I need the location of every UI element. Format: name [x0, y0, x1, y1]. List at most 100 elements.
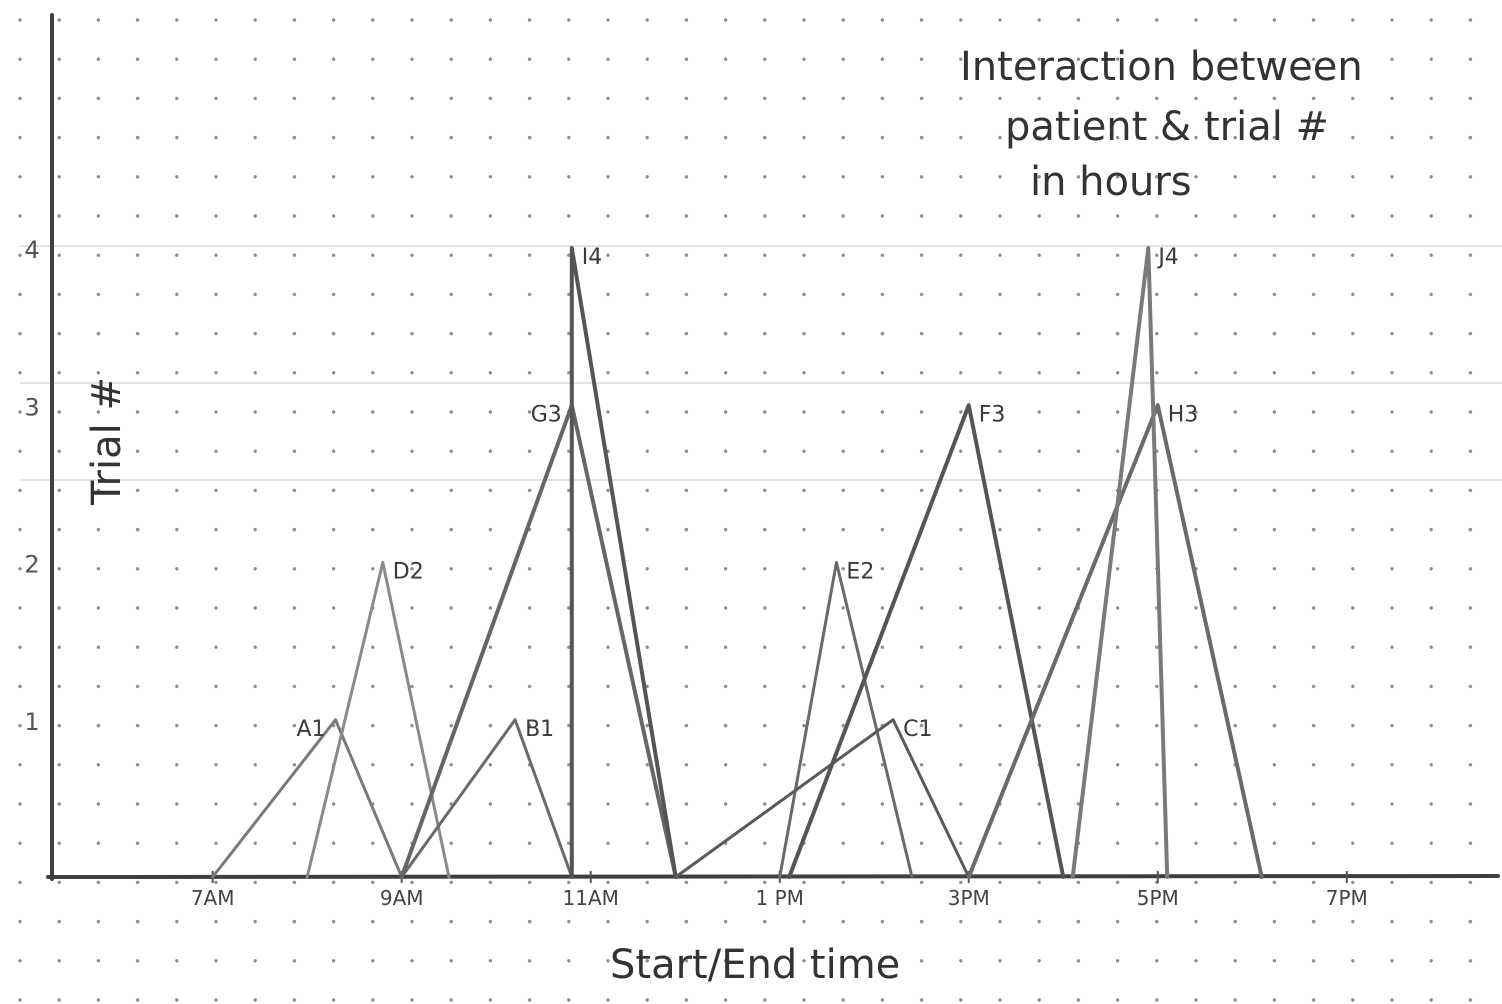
- grid-dot: [371, 763, 375, 767]
- grid-dot: [57, 96, 61, 101]
- grid-dot: [802, 410, 806, 414]
- grid-dot: [998, 175, 1002, 179]
- series-label-d2: D2: [393, 560, 424, 585]
- grid-dot: [723, 959, 728, 963]
- grid-dot: [1037, 998, 1041, 1002]
- grid-dot: [1351, 919, 1355, 924]
- grid-dot: [1429, 841, 1433, 845]
- grid-dot: [841, 18, 845, 22]
- grid-dot: [841, 880, 845, 885]
- grid-dot: [1194, 18, 1198, 22]
- grid-dot: [18, 802, 22, 806]
- grid-dot: [527, 606, 532, 610]
- grid-dot: [96, 253, 101, 257]
- grid-dot: [371, 880, 375, 885]
- grid-dot: [802, 645, 806, 649]
- grid-dot: [1272, 763, 1277, 767]
- grid-dot: [645, 449, 649, 453]
- grid-dot: [880, 96, 885, 101]
- grid-dot: [175, 998, 179, 1002]
- grid-dot: [214, 880, 218, 885]
- series-line-g3: [399, 403, 678, 879]
- grid-dot: [135, 567, 140, 571]
- grid-dot: [135, 410, 140, 414]
- grid-dot: [292, 331, 297, 336]
- grid-dot: [1429, 371, 1433, 375]
- grid-dot: [763, 371, 767, 375]
- grid-dot: [684, 723, 689, 728]
- grid-dot: [1155, 253, 1159, 257]
- grid-dot: [763, 96, 767, 101]
- grid-dot: [96, 18, 101, 22]
- grid-dot: [1390, 371, 1394, 375]
- grid-dot: [371, 331, 375, 336]
- grid-dot: [684, 841, 689, 845]
- grid-dot: [214, 18, 218, 22]
- grid-dot: [959, 135, 963, 140]
- grid-dot: [1429, 567, 1433, 571]
- grid-dot: [1037, 645, 1041, 649]
- series-line-b1: [400, 718, 574, 879]
- grid-dot: [135, 371, 140, 375]
- grid-dot: [880, 449, 885, 453]
- grid-dot: [606, 723, 610, 728]
- grid-dot: [1076, 292, 1081, 297]
- grid-dot: [175, 371, 179, 375]
- grid-dot: [1037, 841, 1041, 845]
- grid-dot: [527, 998, 532, 1002]
- grid-dot: [606, 527, 610, 532]
- grid-dot: [1155, 214, 1159, 218]
- grid-dot: [959, 214, 963, 218]
- grid-dot: [331, 18, 336, 22]
- grid-dot: [1233, 802, 1237, 806]
- grid-dot: [645, 488, 649, 493]
- grid-dot: [841, 96, 845, 101]
- grid-dot: [57, 292, 61, 297]
- series-line-c1: [674, 718, 971, 879]
- grid-dot: [1311, 606, 1316, 610]
- grid-dot: [802, 959, 806, 963]
- grid-dot: [1155, 96, 1159, 101]
- grid-dot: [606, 292, 610, 297]
- grid-dot: [1429, 527, 1433, 532]
- grid-dot: [841, 135, 845, 140]
- grid-dot: [567, 763, 571, 767]
- grid-dot: [253, 175, 257, 179]
- grid-dot: [135, 723, 140, 728]
- grid-dot: [998, 763, 1002, 767]
- x-tick-label: 3PM: [948, 886, 990, 910]
- grid-dot: [645, 214, 649, 218]
- grid-dot: [18, 292, 22, 297]
- grid-dot: [57, 763, 61, 767]
- grid-dot: [1194, 214, 1198, 218]
- grid-dot: [449, 841, 453, 845]
- grid-dot: [253, 371, 257, 375]
- grid-dot: [1037, 371, 1041, 375]
- grid-dot: [959, 371, 963, 375]
- grid-dot: [880, 567, 885, 571]
- grid-dot: [371, 292, 375, 297]
- series-label-b1: B1: [525, 717, 554, 742]
- grid-dot: [175, 527, 179, 532]
- grid-dot: [880, 18, 885, 22]
- grid-dot: [1194, 253, 1198, 257]
- grid-dot: [1351, 371, 1355, 375]
- grid-dot: [841, 175, 845, 179]
- grid-dot: [841, 527, 845, 532]
- grid-dot: [1272, 567, 1277, 571]
- grid-dot: [1468, 684, 1473, 689]
- grid-dot: [998, 723, 1002, 728]
- grid-dot: [606, 684, 610, 689]
- grid-dot: [135, 449, 140, 453]
- grid-dot: [527, 371, 532, 375]
- grid-dot: [371, 959, 375, 963]
- grid-dot: [723, 57, 728, 61]
- grid-dot: [1037, 606, 1041, 610]
- grid-dot: [331, 959, 336, 963]
- grid-dot: [567, 880, 571, 885]
- grid-dot: [1272, 841, 1277, 845]
- grid-dot: [1155, 723, 1159, 728]
- grid-dot: [253, 488, 257, 493]
- grid-dot: [567, 606, 571, 610]
- grid-dot: [214, 253, 218, 257]
